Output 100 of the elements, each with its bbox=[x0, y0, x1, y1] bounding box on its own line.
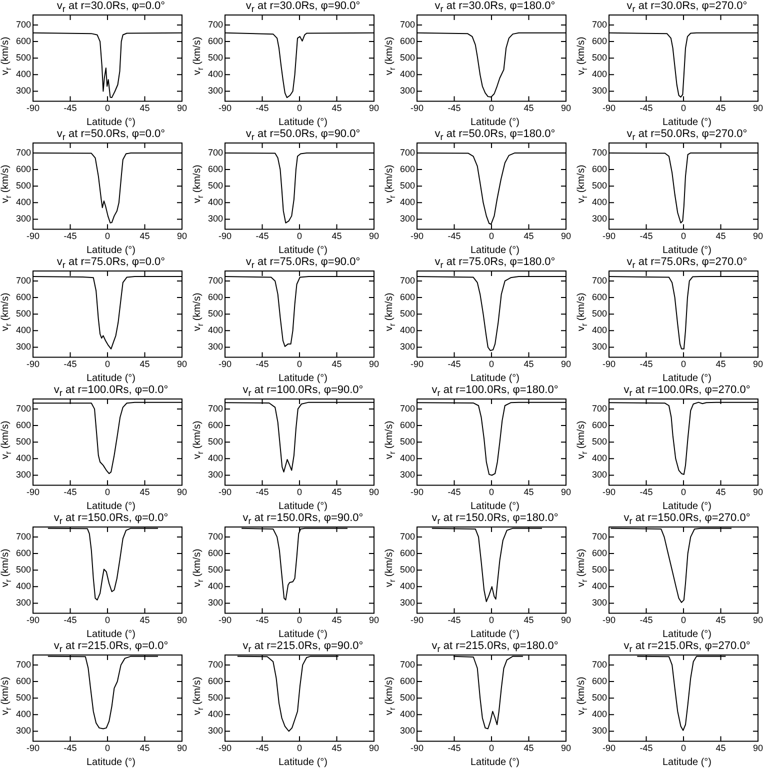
y-tick-label: 500 bbox=[592, 180, 608, 191]
y-tick-label: 300 bbox=[16, 470, 32, 480]
x-tick-label: 90 bbox=[560, 359, 572, 370]
y-tick-label: 600 bbox=[16, 548, 32, 558]
x-tick-label: 45 bbox=[716, 231, 726, 242]
y-tick-label: 300 bbox=[400, 342, 416, 352]
y-tick-label: 400 bbox=[208, 453, 224, 464]
x-axis-title: Latitude (°) bbox=[661, 245, 713, 256]
x-tick-label: 90 bbox=[752, 231, 764, 242]
y-tick-label: 300 bbox=[16, 342, 32, 352]
x-tick-label: -45 bbox=[448, 359, 461, 370]
chart-title: v$_{r}$ at r=50.0Rs, φ=180.0° bbox=[434, 128, 556, 144]
chart-title: v$_{r}$ at r=100.0Rs, φ=180.0° bbox=[430, 384, 560, 400]
y-tick-label: 700 bbox=[592, 275, 608, 286]
x-tick-label: -90 bbox=[26, 231, 40, 242]
y-tick-label: 600 bbox=[592, 420, 608, 430]
x-tick-label: 0 bbox=[105, 615, 110, 626]
y-tick-label: 400 bbox=[16, 325, 32, 336]
y-tick-label: 400 bbox=[208, 325, 224, 336]
x-tick-label: 45 bbox=[524, 103, 534, 114]
x-tick-label: -90 bbox=[26, 615, 40, 626]
x-tick-label: -45 bbox=[640, 615, 653, 626]
x-tick-label: -45 bbox=[64, 103, 77, 114]
y-tick-label: 500 bbox=[592, 52, 608, 63]
x-axis-title: Latitude (°) bbox=[85, 117, 137, 128]
y-tick-label: 500 bbox=[400, 308, 416, 319]
x-tick-label: 90 bbox=[752, 487, 764, 498]
x-tick-label: -90 bbox=[410, 743, 424, 754]
y-tick-label: 400 bbox=[592, 325, 608, 336]
y-tick-label: 400 bbox=[16, 581, 32, 592]
x-tick-label: 90 bbox=[560, 231, 572, 242]
x-tick-label: 90 bbox=[368, 487, 380, 498]
y-tick-label: 400 bbox=[400, 69, 416, 80]
chart-title: v$_{r}$ at r=100.0Rs, φ=0.0° bbox=[52, 384, 170, 400]
x-tick-label: 45 bbox=[332, 231, 342, 242]
chart-title: v$_{r}$ at r=150.0Rs, φ=270.0° bbox=[622, 512, 752, 528]
y-tick-label: 600 bbox=[400, 292, 416, 302]
y-tick-label: 500 bbox=[592, 692, 608, 703]
x-tick-label: -90 bbox=[218, 231, 232, 242]
y-tick-label: 700 bbox=[208, 147, 224, 158]
chart-title: v$_{r}$ at r=50.0Rs, φ=0.0° bbox=[56, 128, 166, 144]
chart-title: v$_{r}$ at r=75.0Rs, φ=180.0° bbox=[434, 256, 556, 272]
x-tick-label: -90 bbox=[410, 615, 424, 626]
y-tick-label: 600 bbox=[16, 420, 32, 430]
x-axis-title: Latitude (°) bbox=[661, 117, 713, 128]
x-tick-label: 90 bbox=[368, 103, 380, 114]
y-tick-label: 400 bbox=[592, 69, 608, 80]
y-tick-label: 600 bbox=[16, 164, 32, 174]
x-tick-label: -90 bbox=[410, 103, 424, 114]
x-tick-label: 0 bbox=[105, 487, 110, 498]
y-tick-label: 300 bbox=[208, 86, 224, 96]
y-tick-label: 700 bbox=[16, 147, 32, 158]
y-tick-label: 500 bbox=[592, 308, 608, 319]
x-tick-label: -45 bbox=[640, 231, 653, 242]
y-tick-label: 700 bbox=[592, 531, 608, 542]
x-tick-label: -90 bbox=[602, 103, 616, 114]
x-tick-label: 45 bbox=[332, 359, 342, 370]
y-tick-label: 500 bbox=[400, 180, 416, 191]
y-tick-label: 600 bbox=[400, 164, 416, 174]
x-tick-label: 45 bbox=[332, 487, 342, 498]
x-tick-label: 45 bbox=[524, 231, 534, 242]
x-tick-label: 0 bbox=[297, 231, 302, 242]
x-tick-label: 45 bbox=[140, 231, 150, 242]
y-tick-label: 700 bbox=[400, 275, 416, 286]
x-tick-label: 0 bbox=[489, 615, 494, 626]
y-tick-label: 300 bbox=[16, 598, 32, 608]
x-tick-label: 0 bbox=[297, 615, 302, 626]
x-axis-title: Latitude (°) bbox=[469, 245, 521, 256]
x-tick-label: -45 bbox=[448, 615, 461, 626]
x-tick-label: -45 bbox=[256, 615, 269, 626]
y-tick-label: 700 bbox=[16, 659, 32, 670]
chart-title: v$_{r}$ at r=150.0Rs, φ=0.0° bbox=[52, 512, 170, 528]
y-tick-label: 600 bbox=[16, 36, 32, 46]
y-tick-label: 700 bbox=[208, 275, 224, 286]
y-tick-label: 300 bbox=[400, 86, 416, 96]
y-tick-label: 400 bbox=[208, 197, 224, 208]
x-tick-label: -90 bbox=[26, 103, 40, 114]
x-tick-label: 0 bbox=[297, 103, 302, 114]
x-tick-label: -45 bbox=[640, 359, 653, 370]
y-tick-label: 700 bbox=[16, 531, 32, 542]
y-tick-label: 600 bbox=[208, 676, 224, 686]
x-tick-label: 45 bbox=[332, 615, 342, 626]
y-tick-label: 300 bbox=[208, 598, 224, 608]
chart-title: v$_{r}$ at r=150.0Rs, φ=90.0° bbox=[242, 512, 364, 528]
x-tick-label: -90 bbox=[218, 359, 232, 370]
x-axis-title: Latitude (°) bbox=[277, 501, 329, 512]
x-tick-label: -90 bbox=[218, 487, 232, 498]
x-tick-label: -90 bbox=[410, 231, 424, 242]
x-axis-title: Latitude (°) bbox=[277, 245, 329, 256]
chart-title: v$_{r}$ at r=215.0Rs, φ=90.0° bbox=[242, 640, 364, 656]
y-tick-label: 400 bbox=[592, 197, 608, 208]
y-tick-label: 500 bbox=[16, 564, 32, 575]
chart-title: v$_{r}$ at r=30.0Rs, φ=90.0° bbox=[244, 0, 362, 16]
x-tick-label: 0 bbox=[489, 103, 494, 114]
x-axis-title: Latitude (°) bbox=[661, 501, 713, 512]
x-tick-label: 0 bbox=[105, 231, 110, 242]
y-tick-label: 400 bbox=[208, 69, 224, 80]
x-tick-label: 0 bbox=[297, 359, 302, 370]
y-tick-label: 300 bbox=[400, 598, 416, 608]
x-tick-label: -90 bbox=[602, 743, 616, 754]
